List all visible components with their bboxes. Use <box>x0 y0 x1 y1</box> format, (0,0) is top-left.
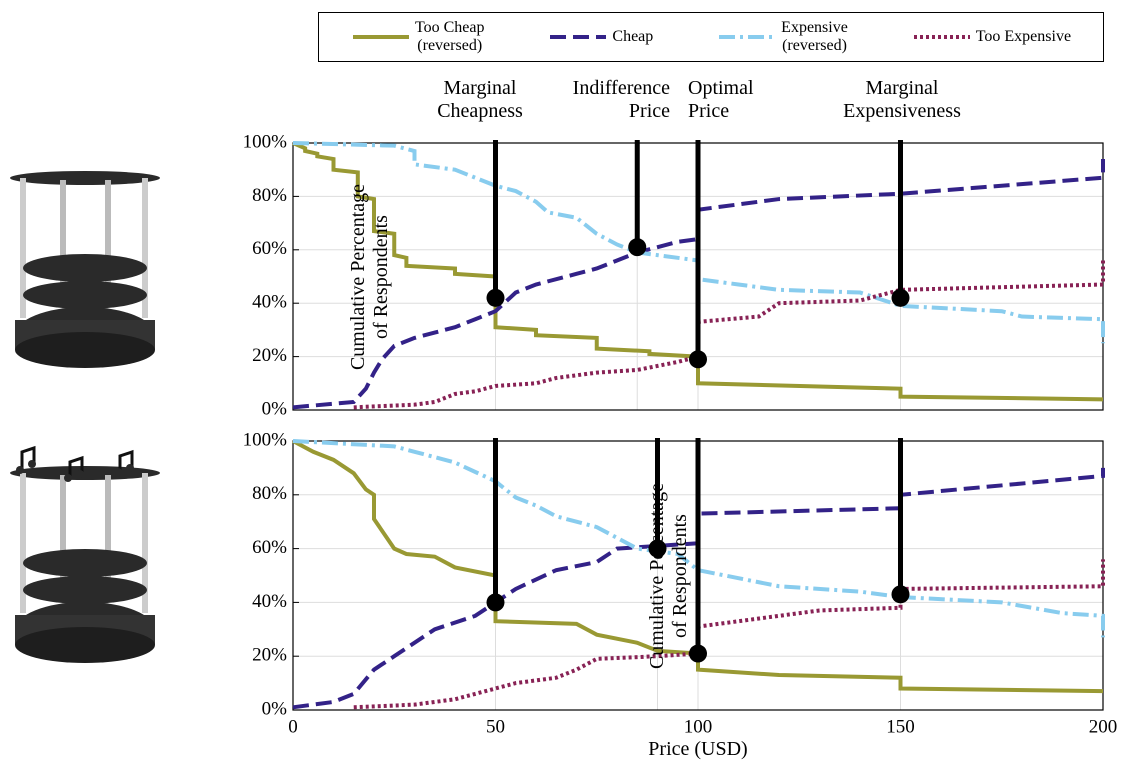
annotation-dot <box>891 585 910 604</box>
y-tick-label: 60% <box>252 238 287 259</box>
y-axis-label: Cumulative Percentage of Respondents <box>346 183 392 370</box>
y-tick-label: 100% <box>243 429 288 450</box>
legend-label: Cheap <box>612 28 654 45</box>
annotation-label: Marginal Cheapness <box>437 77 523 122</box>
y-tick-label: 80% <box>252 483 287 504</box>
annotation-dot <box>628 238 647 257</box>
annotation-label: Indifference Price <box>572 77 670 122</box>
annotation-dot <box>689 350 707 369</box>
legend-item: Too Expensive <box>912 28 1071 46</box>
annotation-dot <box>689 644 707 663</box>
y-axis-label: Cumulative Percentage of Respondents <box>645 482 691 669</box>
series-line <box>353 257 1105 410</box>
x-tick-label: 50 <box>486 716 505 737</box>
annotation-label: Optimal Price <box>688 77 754 122</box>
annotation-dot <box>486 288 505 307</box>
legend-item: Too Cheap (reversed) <box>351 19 485 55</box>
x-axis-label: Price (USD) <box>648 738 748 760</box>
legend-swatch <box>352 35 409 39</box>
series-line <box>292 141 1104 402</box>
y-tick-label: 20% <box>252 645 287 666</box>
legend-label: Too Cheap (reversed) <box>414 19 485 54</box>
annotation-dot <box>648 539 667 558</box>
x-tick-label: 100 <box>684 716 713 737</box>
y-tick-label: 60% <box>252 537 287 558</box>
legend-item: Expensive (reversed) <box>717 19 848 55</box>
legend-item: Cheap <box>548 28 653 46</box>
annotation-label: Marginal Expensiveness <box>843 77 961 122</box>
legend-swatch <box>550 35 607 39</box>
y-tick-label: 0% <box>262 398 288 419</box>
y-tick-label: 40% <box>252 591 287 612</box>
x-tick-label: 0 <box>288 716 298 737</box>
legend-label: Too Expensive <box>975 28 1072 45</box>
x-tick-label: 200 <box>1089 716 1118 737</box>
x-tick-label: 150 <box>886 716 915 737</box>
legend-label: Expensive (reversed) <box>781 19 848 54</box>
y-tick-label: 80% <box>252 185 287 206</box>
legend-swatch <box>913 35 970 39</box>
legend: Too Cheap (reversed) Cheap Expensive (reve… <box>318 12 1104 62</box>
legend-swatch <box>719 35 776 39</box>
annotation-dot <box>891 288 910 307</box>
y-tick-label: 20% <box>252 345 287 366</box>
y-tick-label: 0% <box>262 698 288 719</box>
annotation-dot <box>486 593 505 612</box>
y-tick-label: 40% <box>252 292 287 313</box>
series-line <box>292 439 1105 638</box>
series-line <box>292 467 1105 710</box>
series-line <box>353 559 1105 710</box>
y-tick-label: 100% <box>243 131 288 152</box>
robot-illustration <box>10 171 160 663</box>
series-line <box>292 141 1105 344</box>
series-line <box>292 159 1105 410</box>
